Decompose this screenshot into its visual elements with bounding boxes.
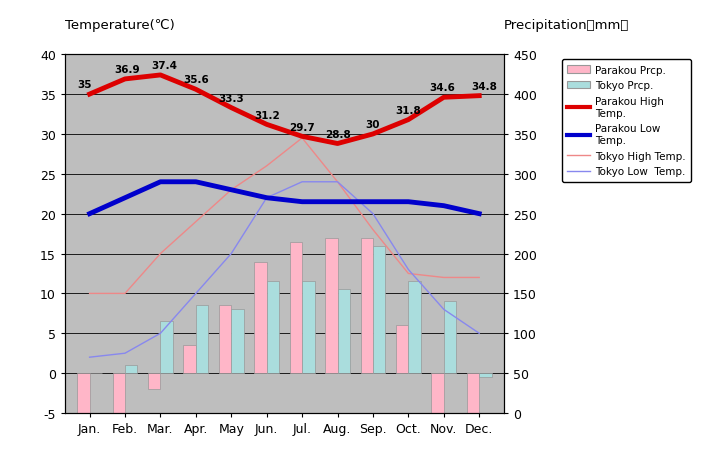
Text: 34.6: 34.6 — [429, 83, 455, 93]
Bar — [325, 238, 338, 373]
Bar — [396, 325, 408, 373]
Text: 36.9: 36.9 — [114, 65, 140, 75]
Text: Temperature(℃): Temperature(℃) — [65, 19, 174, 32]
Bar — [266, 282, 279, 373]
Bar — [112, 373, 125, 413]
Text: 34.8: 34.8 — [472, 82, 498, 92]
Bar — [408, 282, 420, 373]
Bar — [219, 306, 231, 373]
Text: 31.8: 31.8 — [395, 106, 421, 116]
Text: 31.2: 31.2 — [254, 110, 279, 120]
Bar — [196, 306, 208, 373]
Bar — [231, 310, 243, 373]
Bar — [480, 373, 492, 377]
Bar — [161, 322, 173, 373]
Text: 33.3: 33.3 — [218, 94, 244, 104]
Bar — [302, 282, 315, 373]
Bar — [361, 238, 373, 373]
Bar — [184, 346, 196, 373]
Bar — [254, 262, 266, 373]
Legend: Parakou Prcp., Tokyo Prcp., Parakou High
Temp., Parakou Low
Temp., Tokyo High Te: Parakou Prcp., Tokyo Prcp., Parakou High… — [562, 60, 691, 182]
Bar — [338, 290, 350, 373]
Bar — [148, 373, 161, 389]
Text: 30: 30 — [366, 120, 380, 130]
Bar — [467, 373, 480, 413]
Bar — [431, 373, 444, 413]
Text: Precipitation（mm）: Precipitation（mm） — [504, 19, 629, 32]
Bar — [444, 302, 456, 373]
Bar — [289, 242, 302, 373]
Text: 35: 35 — [77, 80, 91, 90]
Text: 35.6: 35.6 — [183, 75, 209, 85]
Bar — [77, 373, 89, 413]
Text: 37.4: 37.4 — [151, 61, 177, 71]
Text: 28.8: 28.8 — [325, 129, 351, 140]
Bar — [373, 246, 385, 373]
Bar — [125, 365, 138, 373]
Text: 29.7: 29.7 — [289, 122, 315, 132]
